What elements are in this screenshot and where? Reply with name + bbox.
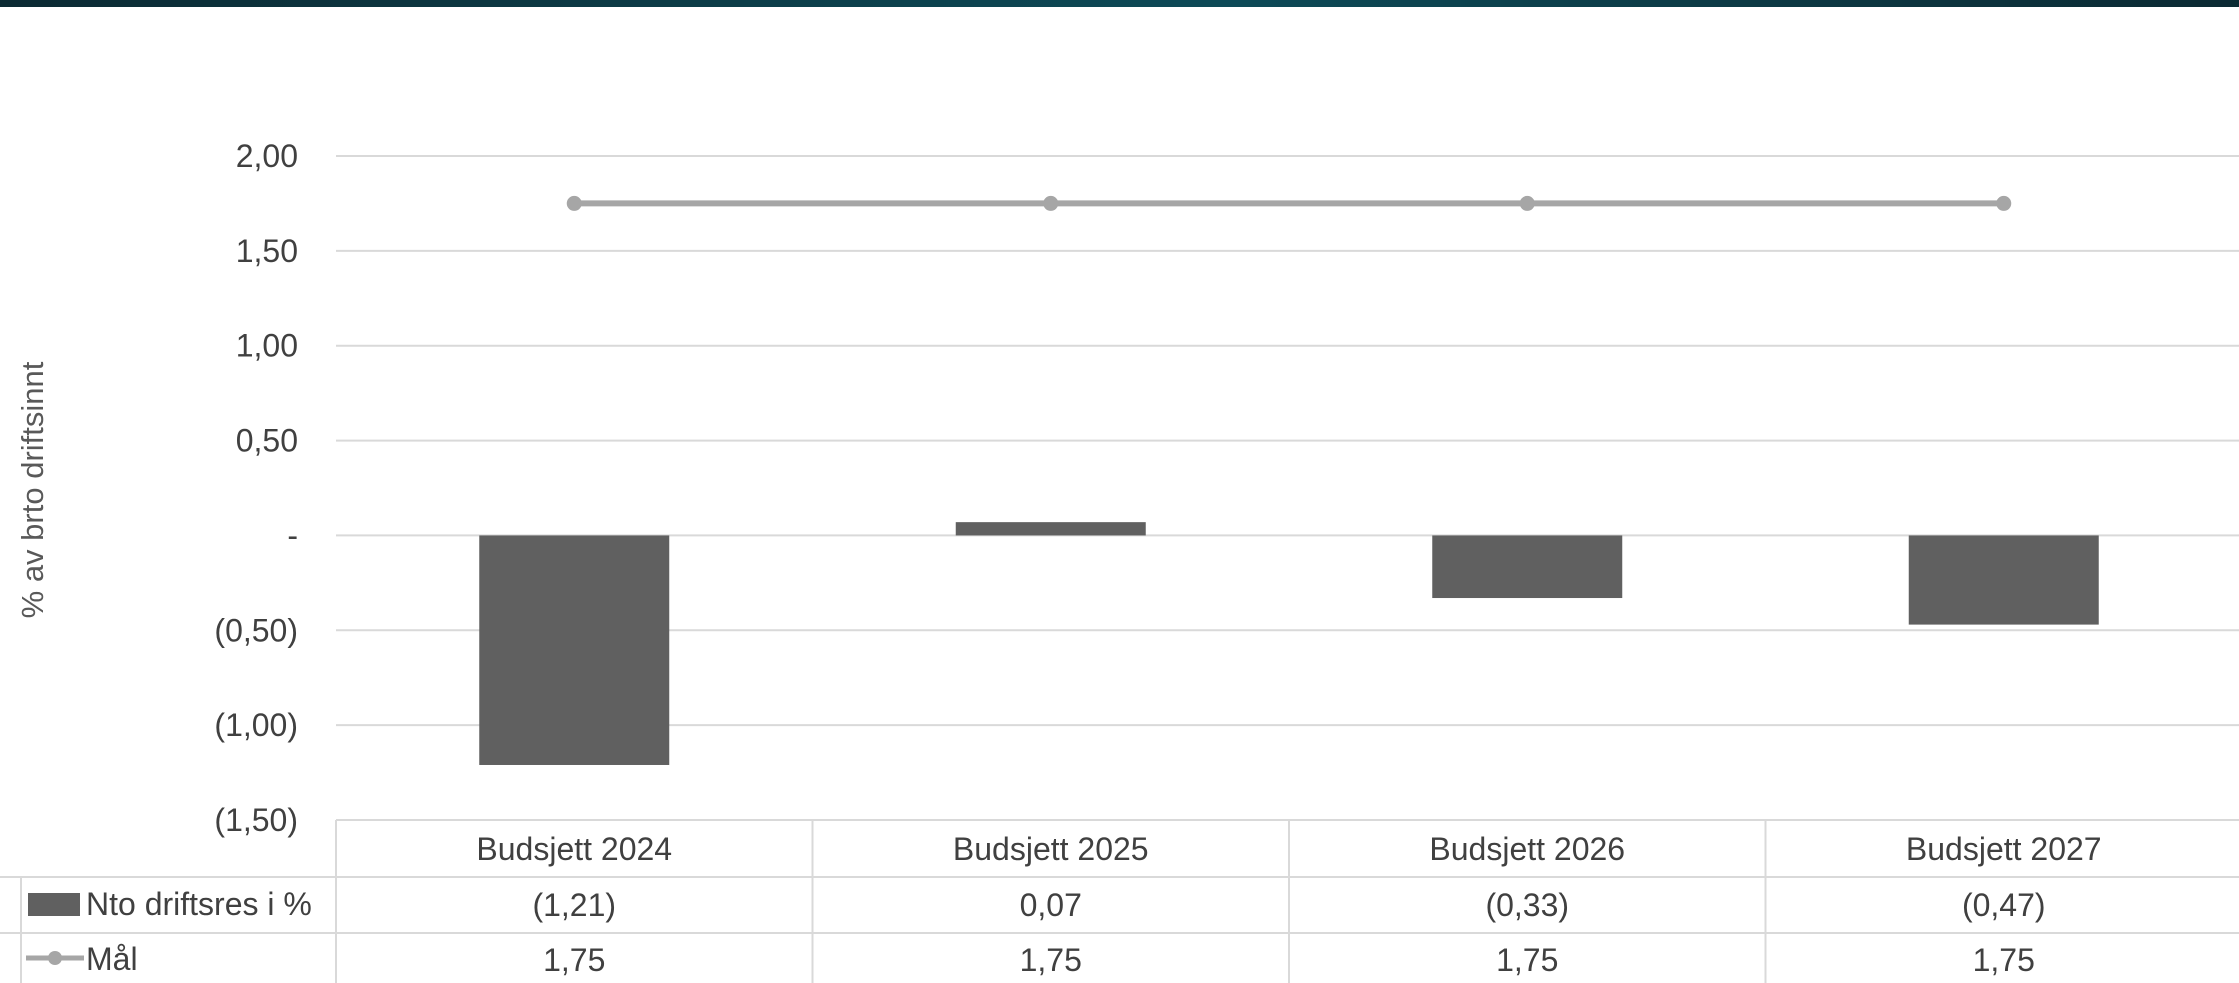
y-tick-label: (1,00) — [214, 707, 298, 743]
y-tick-label: 1,00 — [236, 328, 298, 364]
data-label: (1,21) — [532, 887, 616, 923]
target-marker-4 — [1996, 195, 2012, 211]
y-tick-label: 1,50 — [236, 233, 298, 269]
legend-key-marker — [48, 951, 62, 965]
data-label: (0,47) — [1962, 887, 2046, 923]
bar-3 — [1432, 535, 1623, 599]
legend-key-bar — [28, 893, 80, 916]
y-tick-label: 0,50 — [236, 423, 298, 459]
legend-label: Nto driftsres i % — [86, 886, 312, 922]
y-tick-label: 2,00 — [236, 138, 298, 174]
data-label: 1,75 — [1973, 942, 2035, 978]
category-label: Budsjett 2026 — [1429, 831, 1625, 867]
data-label: 1,75 — [543, 942, 605, 978]
category-label: Budsjett 2027 — [1906, 831, 2102, 867]
target-marker-2 — [1043, 195, 1059, 211]
target-marker-1 — [566, 195, 582, 211]
bar-1 — [479, 535, 670, 765]
category-label: Budsjett 2024 — [476, 831, 672, 867]
bar-4 — [1908, 535, 2099, 625]
y-tick-label: - — [287, 517, 298, 553]
y-axis-label: % av brto driftsinnt — [15, 361, 50, 618]
category-label: Budsjett 2025 — [953, 831, 1149, 867]
top-accent-bar — [0, 0, 2239, 7]
y-tick-label: (1,50) — [214, 802, 298, 838]
data-label: 1,75 — [1496, 942, 1558, 978]
data-label: (0,33) — [1485, 887, 1569, 923]
bar-2 — [955, 522, 1146, 536]
data-label: 0,07 — [1020, 887, 1082, 923]
y-tick-label: (0,50) — [214, 612, 298, 648]
data-label: 1,75 — [1020, 942, 1082, 978]
legend-label: Mål — [86, 941, 138, 977]
target-marker-3 — [1519, 195, 1535, 211]
